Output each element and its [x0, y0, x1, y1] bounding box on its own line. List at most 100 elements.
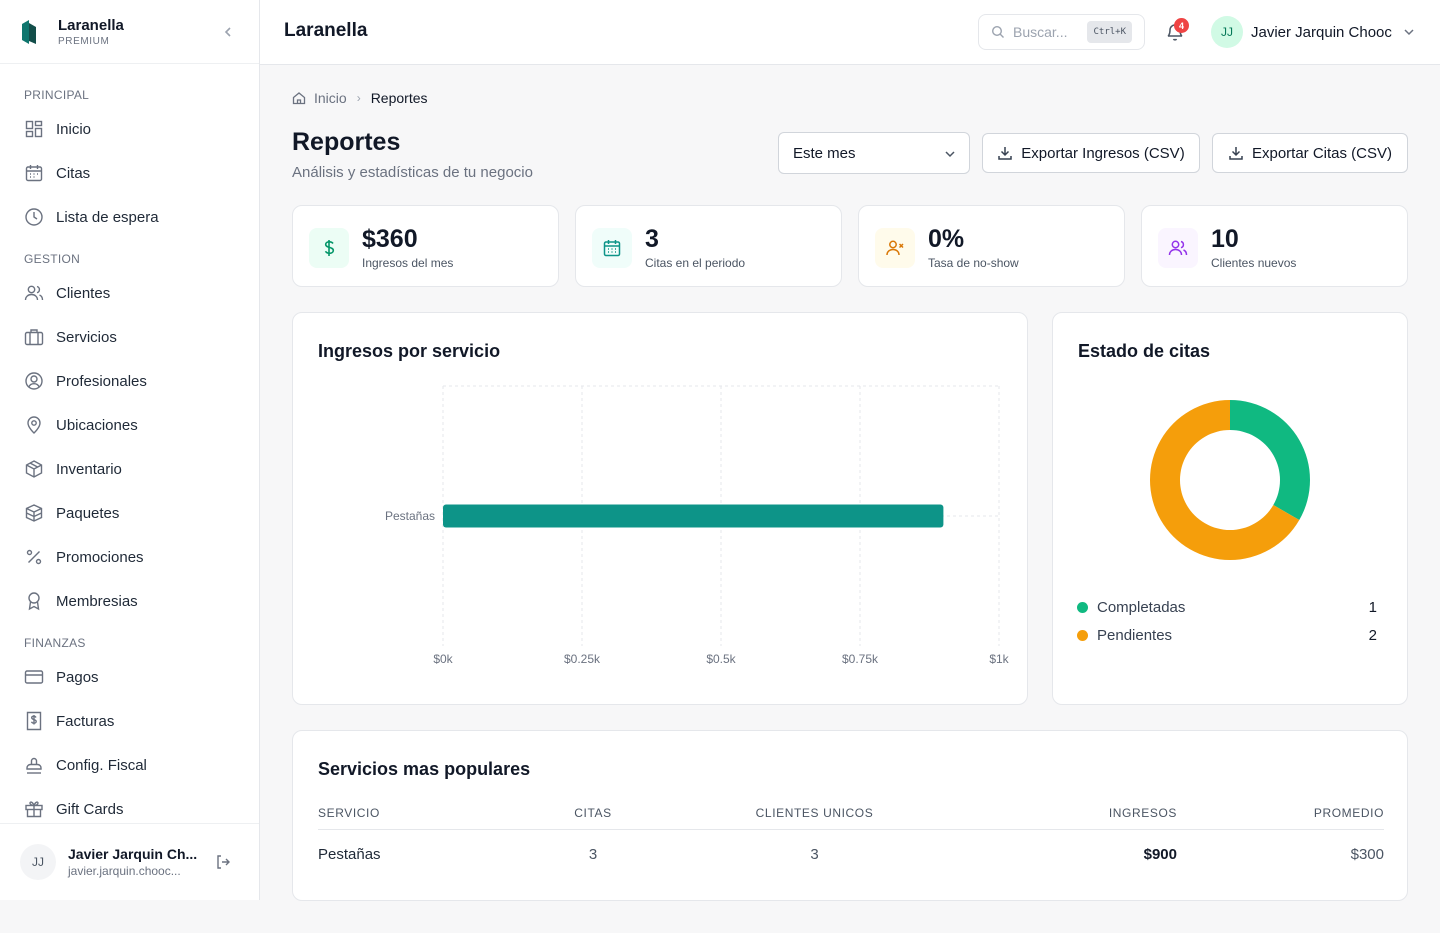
users-icon	[1158, 228, 1198, 268]
export-income-button[interactable]: Exportar Ingresos (CSV)	[982, 133, 1200, 173]
legend-count: 1	[1368, 599, 1377, 616]
legend-item-pending: Pendientes 2	[1077, 627, 1377, 644]
app-title: Laranella	[284, 20, 368, 41]
cell-service: Pestañas	[318, 845, 381, 863]
calendar-icon	[25, 165, 43, 182]
sidebar-item-promociones[interactable]: Promociones	[24, 545, 144, 569]
legend-count: 2	[1368, 627, 1377, 644]
bar[interactable]	[443, 504, 944, 528]
stat-card-income: $360 Ingresos del mes	[292, 205, 559, 287]
sidebar-item-facturas[interactable]: Facturas	[24, 709, 114, 733]
legend-dot	[1077, 630, 1088, 641]
map-pin-icon	[27, 416, 41, 434]
popular-services-title: Servicios mas populares	[318, 759, 531, 779]
sidebar-item-gift-cards[interactable]: Gift Cards	[24, 797, 124, 821]
users-icon	[24, 285, 44, 301]
x-tick-label: $1k	[989, 652, 1009, 666]
logout-icon[interactable]	[215, 854, 231, 870]
chevron-right-icon: ›	[356, 91, 361, 105]
column-header-unique-clients: CLIENTES UNICOS	[648, 797, 981, 830]
sidebar-item-label: Servicios	[56, 328, 117, 346]
sidebar-item-clientes[interactable]: Clientes	[24, 281, 110, 305]
sidebar-user-email: javier.jarquin.chooc...	[68, 864, 181, 878]
stat-label: Tasa de no-show	[928, 256, 1019, 270]
x-tick-label: $0k	[433, 652, 453, 666]
nav-section-gestion: GESTION	[24, 252, 81, 266]
sidebar-item-citas[interactable]: Citas	[24, 161, 90, 185]
export-income-label: Exportar Ingresos (CSV)	[1021, 144, 1185, 162]
period-select[interactable]: Este mes	[778, 132, 970, 174]
sidebar-item-inicio[interactable]: Inicio	[24, 117, 91, 141]
page-subtitle: Análisis y estadísticas de tu negocio	[292, 164, 533, 181]
search-placeholder: Buscar...	[1013, 24, 1068, 40]
column-header-income: INGRESOS	[981, 797, 1177, 830]
export-appointments-button[interactable]: Exportar Citas (CSV)	[1212, 133, 1408, 173]
nav-section-principal: PRINCIPAL	[24, 88, 90, 102]
sidebar-item-profesionales[interactable]: Profesionales	[24, 369, 147, 393]
legend-dot	[1077, 602, 1088, 613]
legend-item-completed: Completadas 1	[1077, 599, 1377, 616]
award-icon	[28, 592, 40, 611]
briefcase-icon	[24, 329, 44, 346]
search-icon	[991, 25, 1004, 38]
sidebar-item-config-fiscal[interactable]: Config. Fiscal	[24, 753, 147, 777]
stat-value: 0%	[928, 225, 965, 253]
x-tick-label: $0.25k	[564, 652, 601, 666]
sidebar-item-inventario[interactable]: Inventario	[24, 457, 122, 481]
column-header-service: SERVICIO	[318, 797, 538, 830]
calendar-icon	[592, 228, 632, 268]
stat-card-new-clients: 10 Clientes nuevos	[1141, 205, 1408, 287]
sidebar-item-label: Profesionales	[56, 372, 147, 390]
table-header-row: SERVICIO CITAS CLIENTES UNICOS INGRESOS …	[318, 797, 1384, 830]
x-tick-label: $0.5k	[706, 652, 736, 666]
search-input[interactable]: Buscar... Ctrl+K	[978, 14, 1145, 50]
gift-icon	[25, 801, 43, 818]
brand-name: Laranella	[58, 16, 124, 34]
sidebar-user[interactable]: JJ Javier Jarquin Ch... javier.jarquin.c…	[0, 823, 259, 900]
brand: Laranella PREMIUM	[0, 0, 259, 64]
sidebar-item-label: Promociones	[56, 548, 144, 566]
sidebar-item-label: Config. Fiscal	[56, 756, 147, 774]
status-chart-title: Estado de citas	[1078, 341, 1211, 361]
brand-tier: PREMIUM	[58, 35, 110, 47]
dollar-icon	[309, 228, 349, 268]
sidebar-item-label: Gift Cards	[56, 800, 124, 818]
chevron-left-icon[interactable]	[221, 22, 235, 42]
sidebar-item-label: Membresias	[56, 592, 138, 610]
notification-badge: 4	[1174, 18, 1189, 33]
period-value: Este mes	[793, 144, 856, 162]
cell-appointments: 3	[588, 845, 598, 863]
topbar: Laranella Buscar... Ctrl+K 4 JJ Javier J…	[260, 0, 1440, 65]
user-menu[interactable]: JJ Javier Jarquin Chooc	[1211, 16, 1416, 48]
sidebar-item-label: Citas	[56, 164, 91, 182]
status-chart-card: Estado de citas Completadas 1 Pendientes…	[1052, 312, 1408, 705]
donut-slice-completadas[interactable]	[1230, 400, 1310, 520]
stat-value: $360	[362, 225, 418, 253]
download-icon	[1229, 147, 1243, 160]
x-tick-label: $0.75k	[842, 652, 879, 666]
chevron-down-icon	[945, 151, 955, 158]
sidebar-item-lista-de-espera[interactable]: Lista de espera	[24, 205, 159, 229]
sidebar-user-name: Javier Jarquin Ch...	[68, 846, 198, 862]
sidebar-item-pagos[interactable]: Pagos	[24, 665, 99, 689]
sidebar-item-paquetes[interactable]: Paquetes	[24, 501, 119, 525]
sidebar-item-ubicaciones[interactable]: Ubicaciones	[24, 413, 138, 437]
clock-icon	[25, 208, 43, 226]
sidebar-item-servicios[interactable]: Servicios	[24, 325, 117, 349]
sidebar-item-membresias[interactable]: Membresias	[24, 589, 138, 613]
y-tick-label: Pestañas	[385, 509, 435, 523]
user-name: Javier Jarquin Chooc	[1251, 23, 1392, 41]
stat-label: Citas en el periodo	[645, 256, 746, 270]
avatar: JJ	[1211, 16, 1243, 48]
income-bar-chart: $0k $0.25k $0.5k $0.75k $1k Pestañas	[385, 385, 1010, 666]
income-chart-card: Ingresos por servicio $0k $0.25k $0.5k $0.7…	[292, 312, 1028, 705]
legend-label: Pendientes	[1097, 627, 1173, 644]
cell-average: $300	[1350, 845, 1384, 863]
sidebar-item-label: Lista de espera	[56, 208, 159, 226]
grid-icon	[25, 120, 43, 138]
breadcrumb-home[interactable]: Inicio	[314, 90, 347, 106]
breadcrumb: Inicio › Reportes	[292, 90, 428, 106]
page-title: Reportes	[292, 128, 401, 156]
donut-slice-pendientes[interactable]	[1150, 400, 1300, 560]
cell-unique-clients: 3	[810, 845, 819, 863]
